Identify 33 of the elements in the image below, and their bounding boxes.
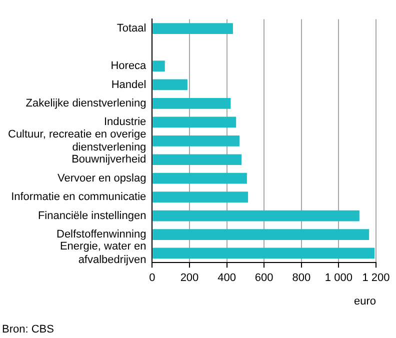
x-tick-label: 0 — [149, 272, 156, 284]
y-tick-label: Energie, water en afvalbedrijven — [60, 240, 146, 266]
x-tick-label: 1 200 — [362, 272, 390, 284]
text: Bron: CBS — [2, 324, 54, 336]
y-tick-label: Delfstoffenwinning — [56, 228, 146, 241]
x-tick-label: 400 — [218, 272, 236, 284]
y-tick-label: Vervoer en opslag — [58, 172, 146, 184]
x-tick-label: 800 — [292, 272, 311, 284]
bar — [152, 172, 247, 184]
bar — [152, 248, 375, 259]
y-tick-label: Totaal — [116, 22, 146, 35]
bar — [152, 60, 165, 72]
y-tick-label: Cultuur, recreatie en overige dienstverlening — [8, 128, 146, 154]
y-tick-label: Financiële instellingen — [38, 210, 146, 222]
x-axis-title: euro — [354, 295, 376, 308]
y-tick-label: Bouwnijverheid — [72, 154, 146, 166]
bar — [152, 229, 370, 240]
bar — [152, 210, 360, 222]
y-tick-label: Horeca — [110, 60, 148, 72]
y-tick-label: Handel — [111, 78, 146, 91]
bar — [152, 116, 236, 128]
bar — [152, 79, 188, 90]
y-tick-label: Zakelijke dienstverlening — [26, 97, 146, 110]
bar — [152, 192, 248, 202]
bar — [152, 154, 242, 166]
x-tick-label: 600 — [254, 272, 274, 284]
bar — [152, 23, 233, 34]
x-tick-label: 1 000 — [324, 272, 352, 284]
x-tick-label: 200 — [180, 272, 199, 284]
bar — [152, 135, 240, 146]
y-tick-label: Industrie — [104, 116, 146, 128]
y-tick-label: Informatie en communicatie — [11, 191, 146, 204]
bar — [152, 98, 231, 109]
